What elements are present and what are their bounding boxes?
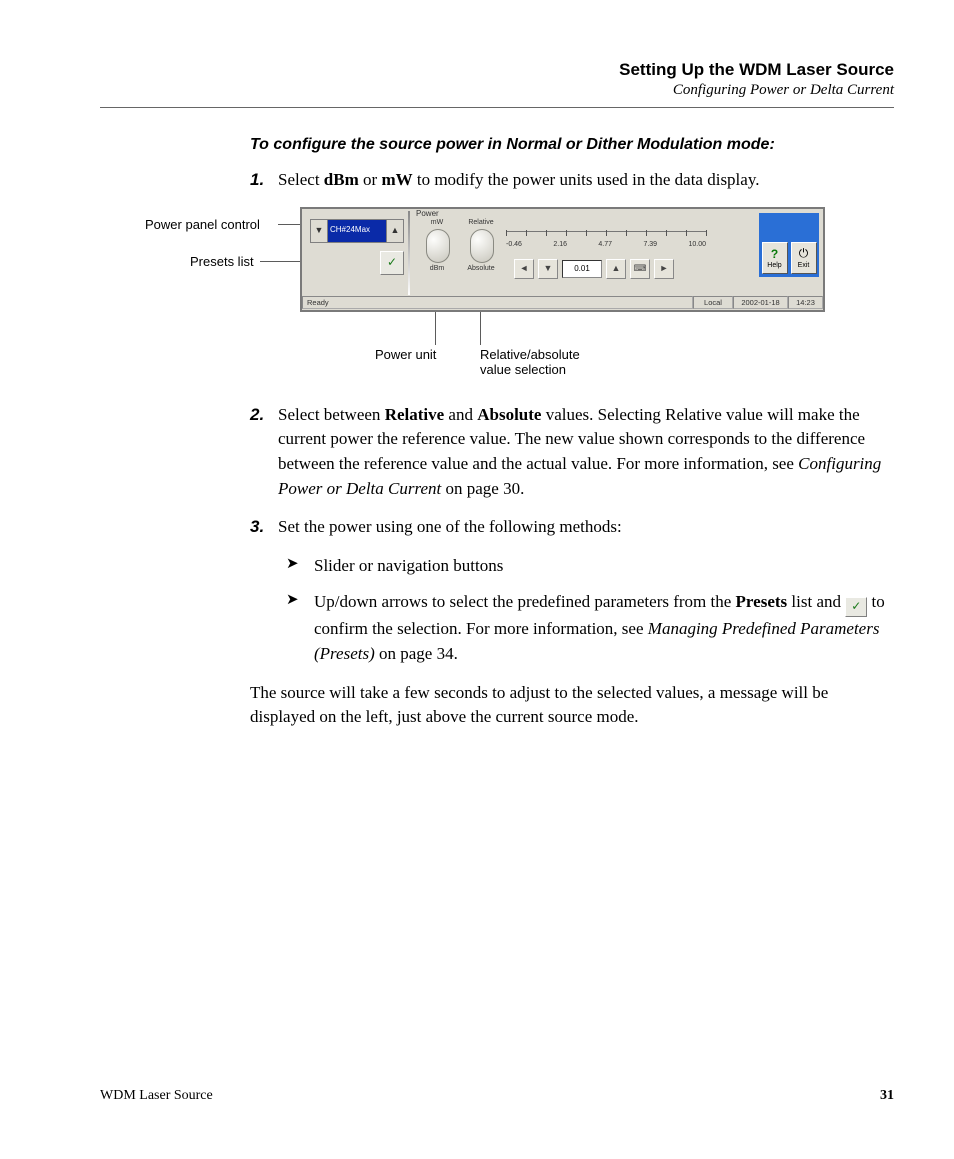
chevron-down-icon[interactable]: ▼ bbox=[311, 220, 328, 242]
bullet-arrow-icon: ➤ bbox=[286, 590, 314, 666]
bullet-arrow-icon: ➤ bbox=[286, 554, 314, 579]
step-number: 2. bbox=[250, 403, 278, 502]
status-date: 2002-01-18 bbox=[733, 296, 788, 309]
step-1: 1. Select dBm or mW to modify the power … bbox=[250, 168, 886, 193]
help-button[interactable]: ? Help bbox=[762, 242, 788, 274]
step-2: 2. Select between Relative and Absolute … bbox=[250, 403, 886, 502]
bullet-item: ➤ Up/down arrows to select the predefine… bbox=[286, 590, 886, 666]
power-icon: ⏻ bbox=[799, 246, 809, 261]
callout-rel-abs: Relative/absolute value selection bbox=[480, 347, 580, 377]
keypad-button[interactable]: ⌨ bbox=[630, 259, 650, 279]
status-ready: Ready bbox=[302, 296, 693, 309]
figure: Power panel control Presets list Power u… bbox=[100, 207, 894, 387]
header-subtitle: Configuring Power or Delta Current bbox=[100, 82, 894, 99]
panel-divider bbox=[408, 211, 410, 295]
header-title: Setting Up the WDM Laser Source bbox=[100, 60, 894, 80]
nav-up-button[interactable]: ▲ bbox=[606, 259, 626, 279]
power-unit-toggle[interactable] bbox=[426, 229, 450, 263]
preset-selector[interactable]: ▼ CH#24Max ▲ bbox=[310, 219, 404, 243]
step-body: Select between Relative and Absolute val… bbox=[278, 403, 886, 502]
step-3: 3. Set the power using one of the follow… bbox=[250, 515, 886, 540]
header-rule bbox=[100, 107, 894, 108]
callout-presets-list: Presets list bbox=[190, 254, 254, 269]
callout-power-panel: Power panel control bbox=[145, 217, 260, 232]
step-number: 3. bbox=[250, 515, 278, 540]
footer-doc-title: WDM Laser Source bbox=[100, 1088, 213, 1104]
value-display[interactable]: 0.01 bbox=[562, 260, 602, 278]
check-icon: ✓ bbox=[845, 597, 867, 617]
side-toolbar: ? Help ⏻ Exit bbox=[759, 213, 819, 277]
label-relative: Relative bbox=[461, 219, 501, 226]
label-mw: mW bbox=[417, 219, 457, 226]
closing-paragraph: The source will take a few seconds to ad… bbox=[250, 681, 886, 730]
help-icon: ? bbox=[771, 247, 778, 261]
group-label-power: Power bbox=[416, 209, 439, 218]
status-bar: Ready Local 2002-01-18 14:23 bbox=[302, 295, 823, 310]
label-dbm: dBm bbox=[417, 265, 457, 272]
exit-button[interactable]: ⏻ Exit bbox=[791, 242, 817, 274]
nav-right-button[interactable]: ► bbox=[654, 259, 674, 279]
preset-label: CH#24Max bbox=[328, 220, 386, 242]
instruction-title: To configure the source power in Normal … bbox=[250, 136, 886, 154]
nav-left-button[interactable]: ◄ bbox=[514, 259, 534, 279]
status-time: 14:23 bbox=[788, 296, 823, 309]
status-mode: Local bbox=[693, 296, 733, 309]
bullet-text: Up/down arrows to select the predefined … bbox=[314, 590, 886, 666]
ruler-labels: -0.46 2.16 4.77 7.39 10.00 bbox=[506, 241, 706, 248]
step-body: Select dBm or mW to modify the power uni… bbox=[278, 168, 886, 193]
page-footer: WDM Laser Source 31 bbox=[100, 1088, 894, 1104]
bullet-list: ➤ Slider or navigation buttons ➤ Up/down… bbox=[286, 554, 886, 667]
confirm-button[interactable]: ✓ bbox=[380, 251, 404, 275]
step-number: 1. bbox=[250, 168, 278, 193]
ui-panel: ▼ CH#24Max ▲ ✓ Power mW dBm Relative Abs… bbox=[300, 207, 825, 312]
chevron-up-icon[interactable]: ▲ bbox=[386, 220, 403, 242]
footer-page-number: 31 bbox=[880, 1088, 894, 1104]
nav-down-button[interactable]: ▼ bbox=[538, 259, 558, 279]
step-body: Set the power using one of the following… bbox=[278, 515, 886, 540]
bullet-text: Slider or navigation buttons bbox=[314, 554, 886, 579]
bullet-item: ➤ Slider or navigation buttons bbox=[286, 554, 886, 579]
nav-controls: ◄ ▼ 0.01 ▲ ⌨ ► bbox=[514, 259, 674, 279]
rel-abs-toggle[interactable] bbox=[470, 229, 494, 263]
label-absolute: Absolute bbox=[461, 265, 501, 272]
callout-power-unit: Power unit bbox=[375, 347, 436, 362]
